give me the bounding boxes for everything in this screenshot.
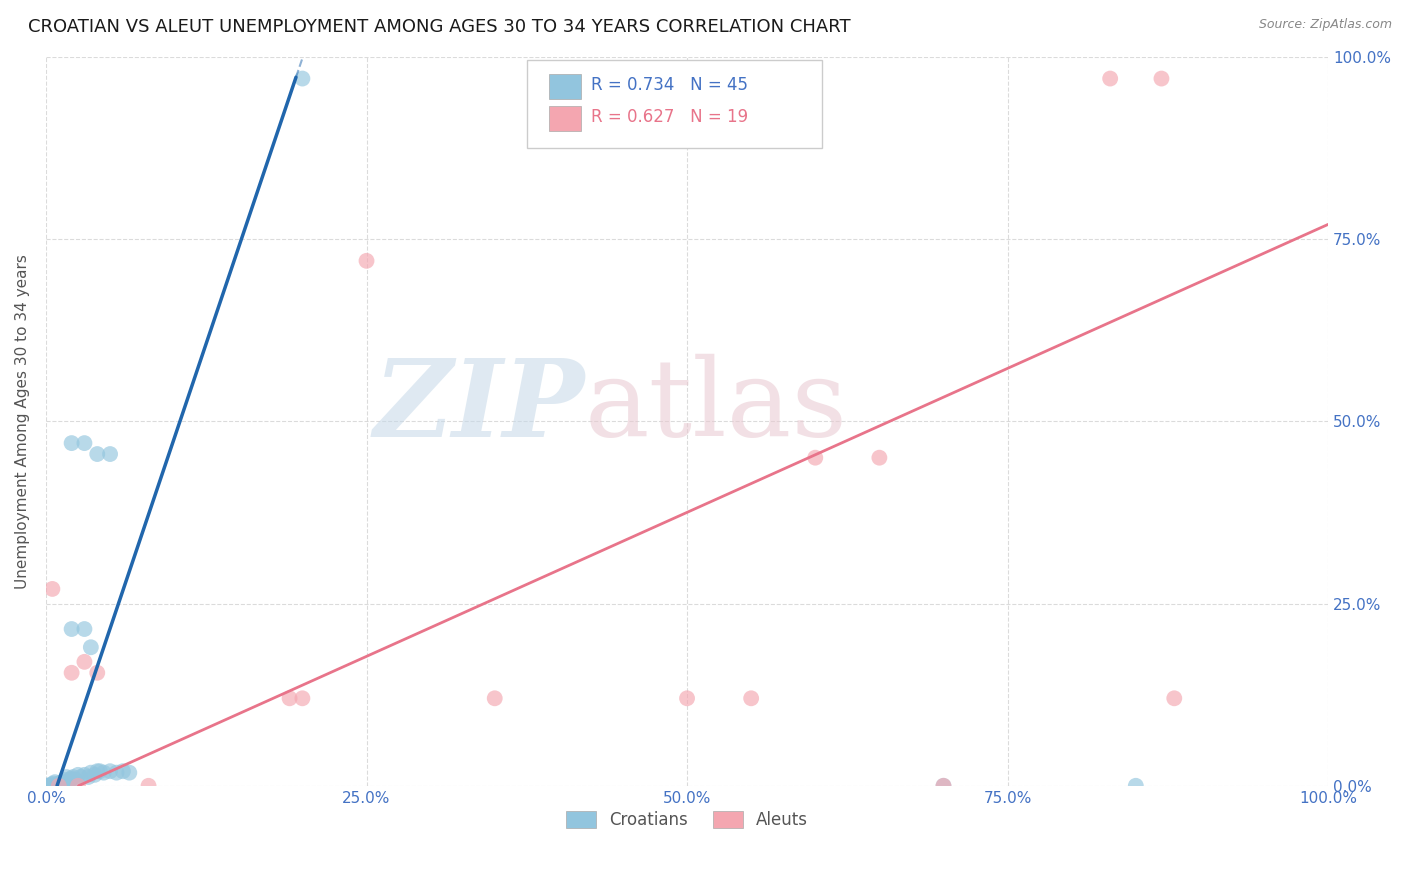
Point (60, 622, 83, 636)
Point (52, 776, 75, 790)
Point (118, 765, 141, 780)
Point (868, 450, 890, 465)
Point (38, 779, 60, 793)
Point (80, 640, 103, 655)
Point (138, 779, 160, 793)
Point (65, 772, 87, 787)
Point (66, 779, 89, 793)
Point (98, 447, 121, 461)
Point (83, 768, 105, 782)
Point (73, 655, 96, 669)
Text: R = 0.627   N = 19: R = 0.627 N = 19 (591, 108, 748, 126)
Point (111, 764, 134, 779)
Text: R = 0.734   N = 45: R = 0.734 N = 45 (591, 76, 748, 95)
Point (291, 691, 314, 706)
Point (77, 770, 100, 784)
Point (80, 765, 103, 780)
Legend: Croatians, Aleuts: Croatians, Aleuts (560, 805, 815, 836)
Point (93, 765, 115, 780)
FancyBboxPatch shape (548, 74, 581, 99)
Point (53, 772, 76, 787)
Point (89, 764, 111, 779)
Point (60, 772, 83, 786)
Point (56, 775, 79, 789)
Point (73, 768, 96, 782)
Point (676, 691, 699, 706)
Text: Source: ZipAtlas.com: Source: ZipAtlas.com (1258, 18, 1392, 31)
Point (69, 770, 91, 784)
Point (1099, 71, 1122, 86)
Point (86, 764, 108, 779)
Point (291, 71, 314, 86)
Point (60, 665, 83, 680)
Point (804, 450, 827, 465)
Point (278, 691, 301, 706)
Point (1125, 779, 1147, 793)
Point (55, 770, 77, 784)
Point (66, 768, 89, 782)
Point (35, 779, 58, 793)
Point (51, 775, 73, 789)
Point (86, 447, 108, 461)
Point (1150, 71, 1173, 86)
Point (48, 776, 70, 790)
Point (98, 764, 121, 779)
Point (932, 779, 955, 793)
Point (48, 779, 70, 793)
Point (60, 436, 83, 450)
Point (105, 765, 128, 780)
Point (59, 772, 82, 787)
Point (42, 776, 65, 790)
Y-axis label: Unemployment Among Ages 30 to 34 years: Unemployment Among Ages 30 to 34 years (15, 254, 30, 589)
Point (1163, 691, 1185, 706)
Text: atlas: atlas (585, 354, 848, 459)
Point (73, 622, 96, 636)
FancyBboxPatch shape (527, 61, 821, 148)
Point (356, 253, 378, 268)
Point (38, 779, 60, 793)
Point (41, 779, 63, 793)
Text: CROATIAN VS ALEUT UNEMPLOYMENT AMONG AGES 30 TO 34 YEARS CORRELATION CHART: CROATIAN VS ALEUT UNEMPLOYMENT AMONG AGE… (28, 18, 851, 36)
Point (52, 774, 75, 789)
Point (44, 775, 66, 789)
Point (73, 436, 96, 450)
Point (58, 776, 80, 790)
Point (49, 779, 72, 793)
Point (41, 582, 63, 596)
Point (45, 779, 67, 793)
Point (46, 777, 69, 791)
Point (62, 770, 84, 784)
Point (740, 691, 762, 706)
Point (484, 691, 506, 706)
FancyBboxPatch shape (548, 106, 581, 131)
Point (932, 779, 955, 793)
Text: ZIP: ZIP (373, 353, 585, 459)
Point (39, 777, 62, 791)
Point (86, 665, 108, 680)
